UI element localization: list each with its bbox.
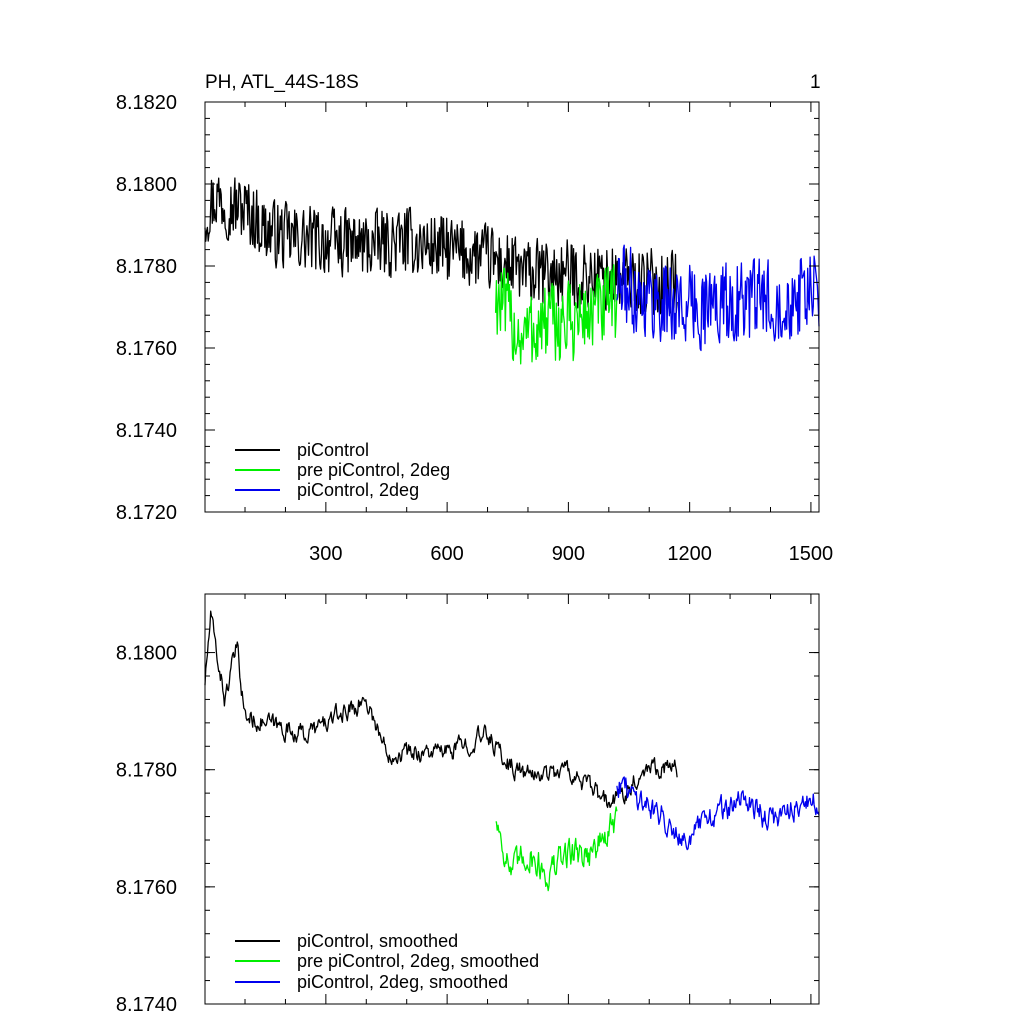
legend: piControl, smoothed pre piControl, 2deg,… — [235, 931, 539, 992]
series-line-pre-picontrol-2deg — [494, 264, 618, 365]
x-tick-label: 600 — [430, 543, 463, 565]
legend-label-pre-picontrol: pre piControl, 2deg — [297, 460, 450, 480]
legend-label-picontrol-2deg: piControl, 2deg — [297, 480, 419, 500]
legend-label-picontrol-smoothed: piControl, smoothed — [297, 931, 458, 951]
y-tick-label: 8.1720 — [116, 502, 177, 524]
y-tick-label: 8.1740 — [116, 994, 177, 1016]
series-line-picontrol-2deg — [616, 244, 820, 352]
y-tick-label: 8.1760 — [116, 338, 177, 360]
y-tick-label: 8.1800 — [116, 174, 177, 196]
panel-bottom: 8.1740 8.1760 8.1780 8.1800 piControl, smoo… — [116, 593, 820, 1016]
plot-series-group — [204, 177, 820, 365]
legend-label-picontrol-2deg-smoothed: piControl, 2deg, smoothed — [297, 972, 508, 992]
y-tick-label: 8.1820 — [116, 92, 177, 114]
y-tick-label: 8.1780 — [116, 256, 177, 278]
series-line-picontrol — [204, 177, 678, 316]
chart-title: PH, ATL_44S-18S — [205, 72, 359, 93]
plot-series-group — [204, 610, 820, 892]
x-tick-label: 900 — [552, 543, 585, 565]
series-line-picontrol-smoothed — [204, 610, 678, 809]
series-line-picontrol-2deg-smoothed — [616, 776, 820, 851]
panel-label: 1 — [810, 72, 821, 93]
y-tick-label: 8.1800 — [116, 643, 177, 665]
axes-group: 8.1740 8.1760 8.1780 8.1800 — [116, 594, 819, 1016]
plot-frame — [204, 593, 820, 1005]
legend: piControl pre piControl, 2deg piControl,… — [235, 440, 450, 500]
legend-label-pre-picontrol-smoothed: pre piControl, 2deg, smoothed — [297, 951, 539, 971]
y-tick-label: 8.1740 — [116, 420, 177, 442]
x-tick-label: 300 — [309, 543, 342, 565]
series-line-pre-picontrol-2deg-smoothed — [495, 806, 618, 892]
legend-label-picontrol: piControl — [297, 440, 369, 460]
x-tick-label: 1500 — [789, 543, 834, 565]
x-tick-label: 1200 — [667, 543, 712, 565]
y-tick-label: 8.1760 — [116, 877, 177, 899]
y-tick-label: 8.1780 — [116, 760, 177, 782]
plot-frame — [204, 101, 820, 513]
panel-top: PH, ATL_44S-18S 1 300 600 900 1200 1500 8.172… — [116, 72, 833, 565]
axes-group: 300 600 900 1200 1500 8.1720 8.1740 8.1760 8.178… — [116, 92, 833, 565]
